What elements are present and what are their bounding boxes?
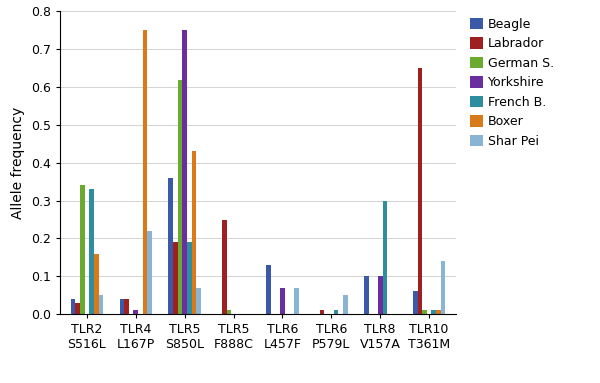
Bar bbox=[266, 265, 271, 314]
Bar bbox=[191, 151, 196, 314]
Bar bbox=[124, 299, 129, 314]
Bar bbox=[178, 80, 182, 314]
Bar bbox=[98, 295, 103, 314]
Bar bbox=[94, 254, 98, 314]
Bar bbox=[343, 295, 347, 314]
Bar bbox=[364, 276, 368, 314]
Bar bbox=[378, 276, 383, 314]
Bar bbox=[71, 299, 75, 314]
Bar bbox=[436, 310, 441, 314]
Bar bbox=[441, 261, 445, 314]
Bar bbox=[75, 303, 80, 314]
Bar bbox=[80, 185, 85, 314]
Bar bbox=[320, 310, 325, 314]
Bar bbox=[187, 242, 191, 314]
Bar bbox=[334, 310, 338, 314]
Bar bbox=[431, 310, 436, 314]
Bar bbox=[227, 310, 231, 314]
Bar bbox=[196, 288, 201, 314]
Bar bbox=[413, 291, 418, 314]
Bar bbox=[280, 288, 285, 314]
Bar bbox=[383, 201, 387, 314]
Bar bbox=[294, 288, 299, 314]
Bar bbox=[222, 219, 227, 314]
Bar bbox=[89, 189, 94, 314]
Legend: Beagle, Labrador, German S., Yorkshire, French B., Boxer, Shar Pei: Beagle, Labrador, German S., Yorkshire, … bbox=[470, 18, 554, 148]
Bar bbox=[119, 299, 124, 314]
Bar bbox=[418, 68, 422, 314]
Bar bbox=[143, 30, 148, 314]
Bar bbox=[148, 231, 152, 314]
Bar bbox=[133, 310, 138, 314]
Y-axis label: Allele frequency: Allele frequency bbox=[11, 106, 25, 219]
Bar bbox=[422, 310, 427, 314]
Bar bbox=[182, 30, 187, 314]
Bar bbox=[173, 242, 178, 314]
Bar bbox=[169, 178, 173, 314]
